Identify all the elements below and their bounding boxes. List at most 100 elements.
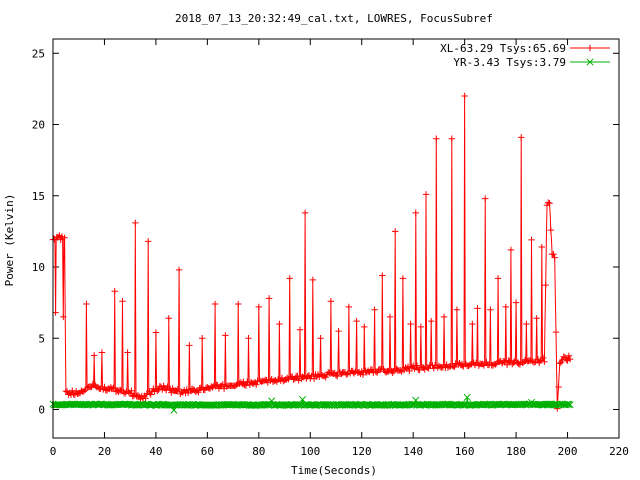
data-point: [296, 326, 304, 333]
data-point: [361, 323, 368, 331]
data-point: [183, 386, 190, 393]
data-point: [518, 134, 525, 141]
data-point: [440, 313, 448, 321]
data-point: [334, 372, 341, 380]
data-point: [541, 358, 548, 365]
data-point: [399, 275, 407, 282]
data-point: [550, 251, 557, 258]
y-tick-label: 15: [32, 190, 45, 203]
data-point: [461, 92, 468, 100]
data-point: [174, 385, 181, 393]
data-point: [502, 303, 509, 311]
data-point: [116, 386, 124, 394]
data-point: [132, 219, 139, 227]
data-point: [209, 384, 216, 391]
data-point: [407, 320, 414, 328]
data-point: [533, 315, 540, 322]
data-point: [561, 353, 569, 361]
data-point: [150, 385, 157, 392]
data-point: [343, 371, 350, 378]
data-point: [60, 313, 67, 321]
data-point: [163, 386, 170, 394]
data-point: [110, 384, 117, 391]
data-point: [494, 275, 502, 282]
data-point: [186, 342, 193, 349]
data-point: [119, 298, 126, 305]
data-point: [345, 303, 353, 311]
data-point: [235, 300, 242, 308]
data-point: [547, 226, 555, 234]
data-point: [108, 385, 116, 393]
x-tick-label: 120: [352, 445, 372, 458]
data-point: [545, 199, 552, 206]
data-point: [433, 135, 440, 142]
data-point: [430, 365, 437, 372]
data-point: [501, 358, 508, 365]
data-point: [245, 335, 252, 342]
data-point: [451, 363, 458, 370]
data-point: [57, 236, 64, 243]
data-point: [153, 387, 161, 395]
data-point: [566, 355, 574, 363]
data-point: [500, 357, 507, 365]
data-point: [503, 361, 511, 369]
data-point: [255, 303, 263, 311]
data-point: [538, 243, 546, 251]
data-point: [134, 392, 142, 399]
data-point: [309, 276, 317, 284]
data-point: [487, 306, 494, 313]
data-point: [563, 400, 572, 408]
x-tick-label: 200: [558, 445, 578, 458]
data-point: [555, 383, 562, 391]
data-point: [286, 275, 293, 282]
data-point: [165, 315, 172, 322]
data-point: [523, 320, 530, 328]
data-point: [386, 313, 394, 321]
data-point: [325, 369, 332, 376]
x-axis-label: Time(Seconds): [291, 464, 377, 477]
data-point: [219, 381, 226, 388]
data-point: [482, 195, 489, 202]
data-point: [551, 254, 558, 261]
data-point: [211, 300, 219, 308]
data-point: [379, 272, 386, 279]
data-point: [422, 191, 430, 198]
legend: XL-63.29 Tsys:65.69 YR-3.43 Tsys:3.79: [440, 42, 610, 69]
y-tick-label: 5: [38, 332, 45, 345]
data-point: [566, 401, 574, 409]
data-point: [276, 320, 283, 328]
data-point: [253, 381, 260, 388]
data-point: [222, 332, 229, 339]
data-point: [492, 361, 499, 368]
data-point: [373, 369, 381, 376]
data-point: [479, 360, 486, 368]
data-point: [98, 349, 106, 356]
data-point: [453, 306, 461, 313]
data-point: [404, 363, 412, 370]
data-point: [353, 317, 360, 325]
data-point: [542, 281, 549, 289]
data-point: [406, 367, 413, 375]
chart-title: 2018_07_13_20:32:49_cal.txt, LOWRES, Foc…: [175, 12, 493, 25]
data-point: [563, 356, 570, 364]
data-point: [358, 368, 365, 375]
data-point: [242, 382, 250, 389]
data-point: [474, 305, 481, 312]
x-tick-label: 180: [506, 445, 526, 458]
data-point: [80, 388, 88, 395]
data-point: [294, 372, 301, 380]
data-point: [144, 238, 152, 245]
y-axis-label: Power (Kelvin): [3, 194, 16, 287]
data-point: [142, 395, 149, 402]
y-tick-label: 0: [38, 404, 45, 417]
plot-frame: [52, 38, 620, 439]
data-point: [111, 288, 118, 295]
x-tick-label: 0: [50, 445, 57, 458]
y-tick-label: 25: [32, 47, 45, 60]
data-point: [463, 393, 471, 401]
y-tick-label: 20: [32, 119, 45, 132]
data-point: [546, 200, 553, 207]
series-yr: [49, 58, 594, 414]
series-xl: [49, 44, 594, 412]
